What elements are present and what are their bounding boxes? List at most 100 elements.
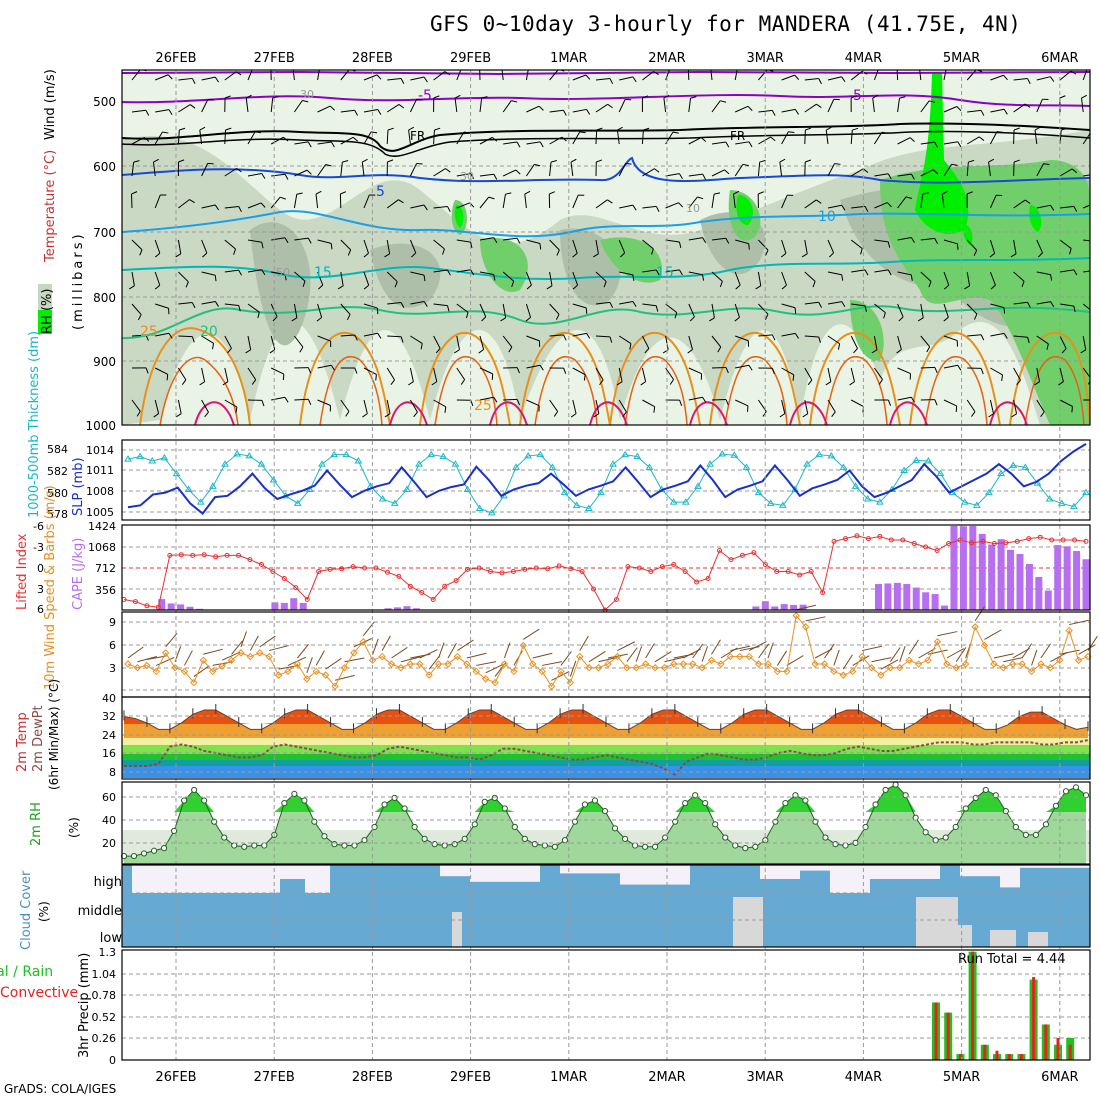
wind-marker xyxy=(670,660,678,668)
wind-marker xyxy=(585,664,593,672)
wind-barb xyxy=(386,367,395,381)
wind-barb xyxy=(943,303,949,318)
wind-marker xyxy=(594,664,603,672)
wind-barb xyxy=(804,199,817,209)
wind-barb xyxy=(897,335,902,350)
rh-marker xyxy=(241,843,248,850)
wind-barb-flag xyxy=(734,316,740,322)
thickness-slp-panel: 1005 1008 1011 1014 578 580 582 584 1000… xyxy=(27,331,1090,521)
wind-barb xyxy=(873,367,883,380)
lifted-index-label: Lifted Index xyxy=(15,533,30,610)
wind-barb-flag xyxy=(710,63,715,66)
rh-field-bright xyxy=(454,72,1042,245)
lifted-marker xyxy=(545,566,551,572)
wind-barb xyxy=(433,367,438,382)
lifted-marker xyxy=(178,552,184,558)
wind-barb-flag xyxy=(687,349,693,354)
10m-wind-barb xyxy=(513,650,523,666)
cloud-high-block xyxy=(1000,887,1020,893)
wind-barb xyxy=(293,100,303,113)
wind-barb-flag xyxy=(853,348,858,354)
wind-barb xyxy=(758,109,773,113)
panel6-grid xyxy=(122,796,1090,844)
wind-barb xyxy=(386,199,399,209)
wind-barb-flag xyxy=(175,413,182,418)
wind-barb-flag xyxy=(423,275,426,282)
wind-barb-flag xyxy=(254,131,262,134)
cloud-high-block xyxy=(122,865,132,893)
thickness-marker xyxy=(754,488,763,496)
wind-barb xyxy=(966,271,971,286)
wind-barb-flag xyxy=(762,411,767,417)
wind-barb-flag xyxy=(802,413,808,418)
wind-barb xyxy=(456,173,471,177)
contour-label: 25 xyxy=(140,324,158,340)
wind-barb xyxy=(131,399,141,412)
wind-barb-flag xyxy=(516,367,521,374)
cape-bar xyxy=(1016,553,1024,610)
wind-barb xyxy=(850,168,864,177)
wind-barb xyxy=(711,141,726,145)
wind-barb-flag xyxy=(1013,159,1020,163)
wind-barb xyxy=(572,332,587,337)
wind-barb xyxy=(1059,168,1073,177)
wind-marker xyxy=(830,667,838,676)
wind-barb-flag xyxy=(534,163,541,167)
cloud-high-block xyxy=(560,873,620,893)
thickness-marker xyxy=(706,460,714,467)
lifted-marker xyxy=(442,583,448,589)
precip-total-label: Total / Rain xyxy=(0,964,53,980)
day-labels-top: 26FEB 27FEB 28FEB 29FEB 1MAR 2MAR 3MAR 4MAR 5MAR… xyxy=(155,51,1078,66)
wind-tick: 3 xyxy=(109,662,116,675)
cloud-high-block xyxy=(760,879,800,893)
thickness-marker xyxy=(839,463,848,470)
lifted-marker xyxy=(453,578,459,584)
wind-barb-flag xyxy=(478,349,484,354)
wind-barb xyxy=(733,194,736,209)
wind-marker xyxy=(576,652,584,661)
wind-barb xyxy=(131,136,145,145)
lifted-marker xyxy=(327,566,333,572)
wind-barb-flag xyxy=(607,199,613,204)
wind-barb xyxy=(317,70,320,81)
lifted-marker xyxy=(991,541,997,546)
wind-tick: 9 xyxy=(109,616,116,629)
wind-barb xyxy=(781,399,786,414)
slp-label: SLP (mb) xyxy=(71,457,86,516)
wind-barb xyxy=(525,70,529,81)
rh-marker xyxy=(1042,821,1050,828)
wind-barb xyxy=(595,103,608,113)
cape-bar xyxy=(988,544,996,610)
thickness-marker xyxy=(609,460,617,467)
wind-barb-flag xyxy=(887,241,891,248)
wind-barb-flag xyxy=(841,301,846,307)
wind-barb-flag xyxy=(943,316,949,322)
rh-marker xyxy=(972,794,979,801)
10m-wind-barb xyxy=(852,655,870,666)
wind-barb-flag xyxy=(864,269,869,276)
wind-barb xyxy=(525,164,535,177)
wind-barb-flag xyxy=(235,71,242,76)
wind-barb xyxy=(363,303,378,309)
thickness-marker xyxy=(912,456,921,463)
cape-bar xyxy=(941,605,949,610)
wind-barb-flag xyxy=(702,274,705,281)
wind-barb xyxy=(1036,98,1043,113)
wind-barb-flag xyxy=(561,136,567,142)
lifted-marker xyxy=(751,550,757,556)
wind-barb-flag xyxy=(609,302,614,308)
cape-bar xyxy=(903,584,911,610)
wind-barb xyxy=(247,269,262,273)
cloud-row-high: high xyxy=(94,875,122,890)
10m-wind-barb xyxy=(542,661,563,666)
wind-marker xyxy=(783,667,791,676)
wind-barb-flag xyxy=(526,284,532,290)
wind-marker xyxy=(387,660,396,668)
wind-barb-flag xyxy=(719,281,723,288)
wind-marker xyxy=(914,660,923,668)
wind-barb-flag xyxy=(572,284,578,290)
wind-speed-markers xyxy=(124,612,1092,690)
precip-tick: 0 xyxy=(109,1054,116,1067)
wind-barb-flag xyxy=(1046,343,1049,350)
wind-ticks: 9 6 3 xyxy=(109,616,116,675)
